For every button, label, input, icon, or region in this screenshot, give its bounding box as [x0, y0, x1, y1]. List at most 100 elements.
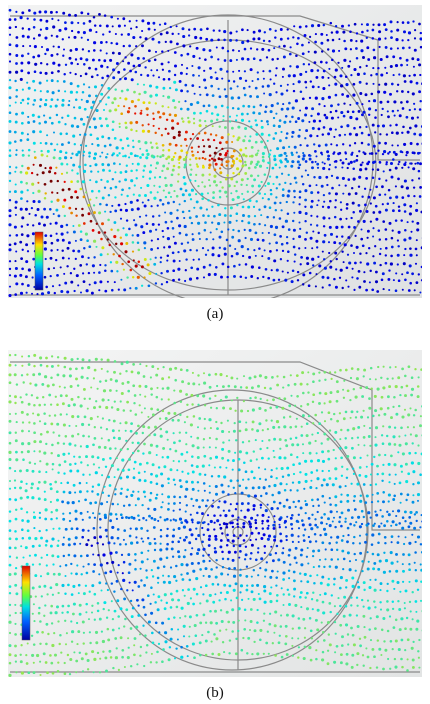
- particle: [86, 482, 88, 484]
- particle: [260, 537, 263, 540]
- particle: [209, 492, 211, 494]
- particle: [302, 97, 305, 100]
- particle: [286, 236, 288, 238]
- particle: [191, 481, 194, 484]
- particle: [87, 464, 89, 466]
- particle: [256, 652, 259, 655]
- particle: [112, 76, 115, 79]
- particle: [145, 385, 148, 388]
- particle: [236, 181, 239, 184]
- particle: [162, 203, 165, 206]
- particle: [28, 403, 31, 406]
- particle: [288, 570, 290, 572]
- particle: [145, 365, 147, 367]
- particle: [351, 437, 353, 439]
- particle: [57, 540, 59, 542]
- particle: [188, 635, 190, 637]
- particle: [158, 128, 160, 130]
- particle: [117, 105, 119, 107]
- particle: [141, 19, 144, 22]
- particle: [171, 127, 174, 130]
- particle: [372, 161, 375, 164]
- particle: [94, 126, 97, 129]
- particle: [45, 20, 48, 23]
- particle: [334, 76, 337, 79]
- particle: [360, 40, 363, 43]
- particle: [174, 519, 177, 522]
- particle: [62, 257, 65, 260]
- particle: [20, 62, 23, 65]
- particle: [15, 567, 17, 569]
- particle: [364, 188, 366, 190]
- particle: [57, 555, 60, 558]
- particle: [329, 429, 331, 431]
- particle: [357, 220, 360, 223]
- particle: [138, 194, 141, 197]
- particle: [78, 224, 81, 227]
- particle: [147, 550, 149, 552]
- particle: [83, 31, 86, 34]
- particle: [105, 466, 107, 468]
- particle: [146, 114, 148, 116]
- particle: [51, 79, 54, 82]
- particle: [53, 573, 56, 576]
- particle: [300, 554, 303, 557]
- particle: [300, 383, 303, 386]
- particle: [31, 635, 33, 637]
- particle: [156, 454, 158, 456]
- particle: [33, 99, 36, 102]
- particle: [14, 604, 16, 606]
- particle: [75, 425, 77, 427]
- particle: [391, 83, 394, 86]
- particle: [331, 175, 333, 177]
- particle: [207, 199, 209, 201]
- particle: [109, 519, 112, 522]
- particle: [94, 85, 97, 88]
- particle: [304, 627, 306, 629]
- particle: [245, 263, 248, 266]
- particle: [214, 273, 217, 276]
- particle: [134, 568, 137, 571]
- particle: [199, 86, 201, 88]
- particle: [208, 575, 211, 578]
- particle: [49, 483, 52, 486]
- particle: [139, 148, 141, 150]
- particle: [238, 230, 241, 233]
- particle: [306, 434, 309, 437]
- particle: [233, 567, 236, 570]
- particle: [195, 193, 197, 195]
- particle: [198, 146, 200, 148]
- particle: [174, 114, 177, 117]
- particle: [169, 87, 171, 89]
- particle: [203, 482, 206, 485]
- particle: [296, 65, 299, 68]
- particle: [371, 93, 374, 96]
- particle: [223, 522, 226, 525]
- particle: [120, 112, 123, 115]
- particle: [279, 217, 282, 220]
- particle: [280, 131, 282, 133]
- particle: [55, 222, 58, 225]
- particle: [392, 230, 394, 232]
- particle: [209, 457, 212, 460]
- particle: [56, 233, 58, 235]
- particle: [71, 630, 74, 633]
- particle: [341, 226, 344, 229]
- particle: [386, 590, 388, 592]
- particle: [260, 507, 262, 509]
- particle: [232, 469, 234, 471]
- particle: [20, 644, 22, 646]
- particle: [27, 98, 30, 101]
- particle: [389, 197, 392, 200]
- particle: [304, 206, 306, 208]
- particle: [39, 512, 41, 514]
- particle: [80, 555, 83, 558]
- particle: [329, 128, 332, 131]
- particle: [14, 131, 17, 134]
- particle: [135, 130, 137, 132]
- particle: [381, 279, 384, 282]
- particle: [219, 171, 222, 174]
- particle: [101, 437, 103, 439]
- particle: [377, 639, 379, 641]
- particle: [368, 107, 371, 110]
